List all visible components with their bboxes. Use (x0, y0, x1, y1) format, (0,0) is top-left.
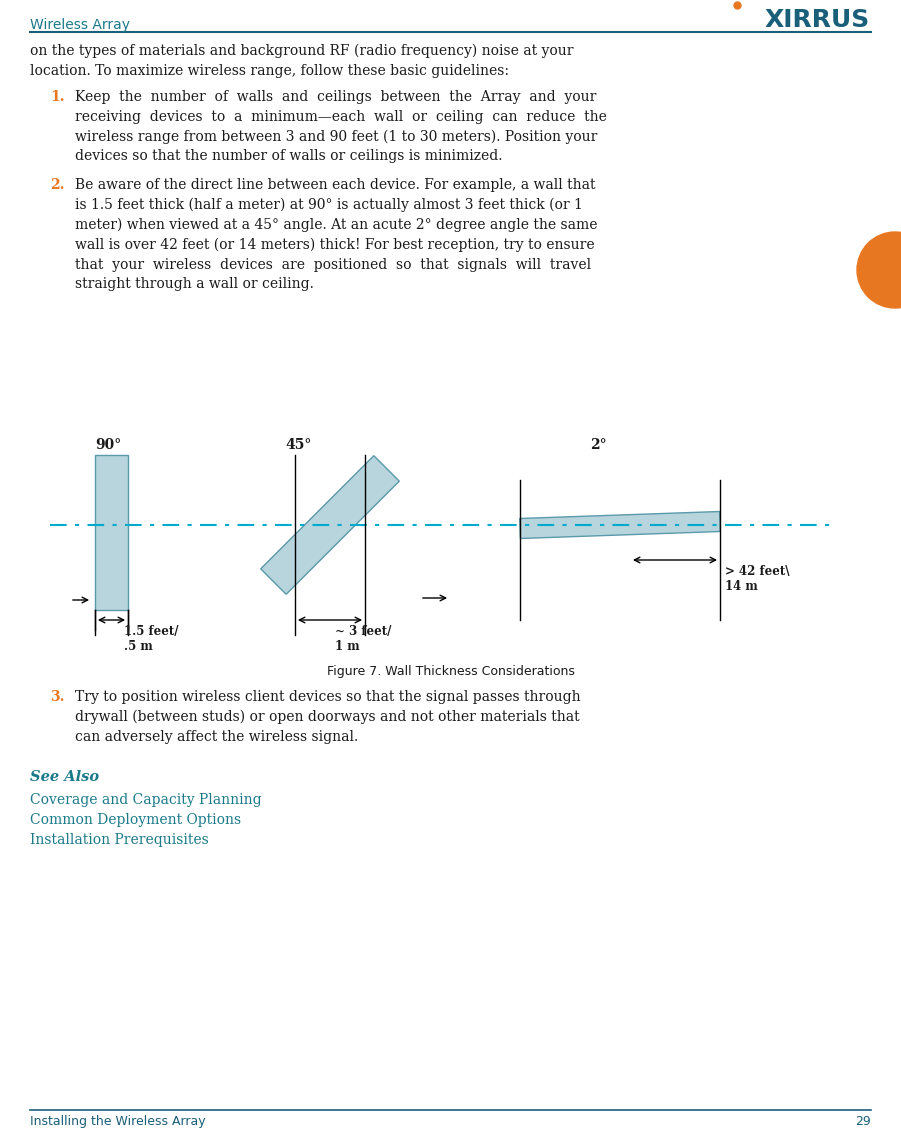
Text: 1.5 feet/
.5 m: 1.5 feet/ .5 m (123, 625, 178, 653)
Text: 3.: 3. (50, 690, 65, 704)
Text: Be aware of the direct line between each device. For example, a wall that
is 1.5: Be aware of the direct line between each… (75, 179, 597, 291)
Text: 45°: 45° (285, 438, 312, 453)
Text: Keep  the  number  of  walls  and  ceilings  between  the  Array  and  your
rece: Keep the number of walls and ceilings be… (75, 90, 607, 163)
Text: 2°: 2° (590, 438, 606, 453)
Polygon shape (520, 512, 720, 539)
Circle shape (857, 232, 901, 308)
Text: ~ 3 feet/
1 m: ~ 3 feet/ 1 m (335, 625, 391, 653)
Text: > 42 feet\
14 m: > 42 feet\ 14 m (725, 565, 789, 594)
Text: 2.: 2. (50, 179, 65, 192)
Text: Try to position wireless client devices so that the signal passes through
drywal: Try to position wireless client devices … (75, 690, 580, 744)
Text: Installation Prerequisites: Installation Prerequisites (30, 833, 209, 847)
Text: Coverage and Capacity Planning: Coverage and Capacity Planning (30, 792, 261, 807)
Text: on the types of materials and background RF (radio frequency) noise at your
loca: on the types of materials and background… (30, 44, 574, 78)
Text: Common Deployment Options: Common Deployment Options (30, 813, 241, 827)
Text: Wireless Array: Wireless Array (30, 18, 130, 32)
Text: Installing the Wireless Array: Installing the Wireless Array (30, 1115, 205, 1128)
FancyBboxPatch shape (95, 455, 128, 609)
Text: See Also: See Also (30, 770, 99, 785)
Text: 29: 29 (855, 1115, 871, 1128)
Text: Figure 7. Wall Thickness Considerations: Figure 7. Wall Thickness Considerations (326, 665, 575, 678)
Text: XIRRUS: XIRRUS (765, 8, 870, 32)
Text: 1.: 1. (50, 90, 65, 103)
Text: 90°: 90° (95, 438, 122, 453)
Polygon shape (260, 456, 399, 595)
